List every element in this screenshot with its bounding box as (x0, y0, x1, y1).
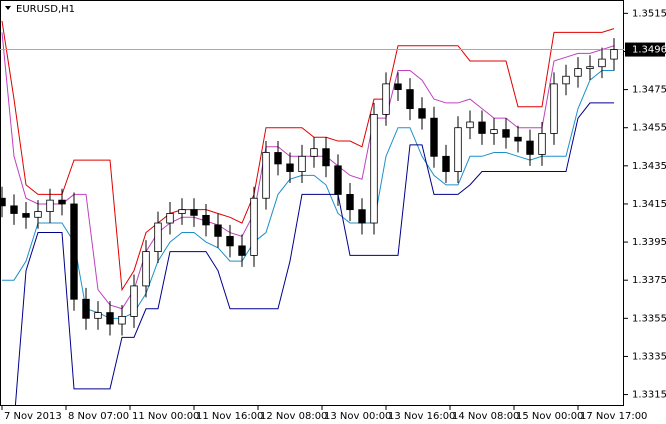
candle-body (118, 316, 126, 325)
candle-body (94, 312, 102, 319)
candle-body (214, 224, 222, 237)
candle-body (262, 152, 270, 199)
candle-body (598, 58, 606, 68)
candle-body (190, 209, 198, 216)
y-tick-label: 1.3355 (632, 313, 666, 324)
candle-body (418, 108, 426, 119)
candle-body (226, 235, 234, 247)
y-tick-label: 1.3515 (632, 8, 666, 19)
candle-body (550, 83, 558, 134)
channel-line (2, 70, 614, 319)
y-tick-label: 1.3315 (632, 390, 666, 401)
y-tick-label: 1.3395 (632, 237, 666, 248)
candle-body (154, 222, 162, 253)
x-tick-label: 14 Nov 08:00 (452, 411, 519, 422)
candle-body (286, 163, 294, 172)
candle-body (334, 165, 342, 195)
x-tick-label: 12 Nov 08:00 (260, 411, 327, 422)
x-tick-label: 13 Nov 16:00 (388, 411, 455, 422)
candle-body (466, 121, 474, 129)
current-price-label: 1.3496 (632, 45, 666, 56)
candle-body (454, 127, 462, 172)
candle-body (574, 68, 582, 77)
candle-body (394, 83, 402, 90)
y-tick-label: 1.3415 (632, 199, 666, 210)
candle-body (346, 194, 354, 211)
candle-body (202, 214, 210, 226)
axes: 1.35151.34951.34751.34551.34351.34151.33… (1, 8, 666, 422)
x-tick-label: 17 Nov 17:00 (580, 411, 647, 422)
candle-body (610, 49, 618, 60)
candle-body (106, 312, 114, 325)
candle-body (130, 285, 138, 317)
candle-body (178, 209, 186, 214)
candle-body (34, 211, 42, 218)
channel-line (1, 20, 615, 292)
candle-body (166, 213, 174, 224)
y-tick-label: 1.3475 (632, 85, 666, 96)
candle-body (82, 298, 90, 319)
candle-body (46, 199, 54, 212)
candle-body (586, 66, 594, 70)
candle-body (298, 155, 306, 172)
candle-body (322, 148, 330, 167)
y-tick-label: 1.3335 (632, 351, 666, 362)
x-tick-label: 7 Nov 2013 (4, 411, 62, 422)
candle-body (526, 140, 534, 155)
candle-body (58, 199, 66, 205)
candle-body (478, 121, 486, 134)
candle-body (310, 148, 318, 157)
candle-body (514, 136, 522, 142)
chart-title: EURUSD,H1 (16, 4, 75, 15)
candle-body (490, 129, 498, 134)
candle-body (70, 203, 78, 300)
candle-body (382, 83, 390, 115)
symbol-arrow (5, 6, 11, 10)
current-price-box (625, 42, 665, 57)
channel-line (1, 32, 615, 310)
plot-frame (0, 0, 624, 406)
x-tick-label: 13 Nov 00:00 (324, 411, 391, 422)
candle-body (0, 197, 6, 207)
candle-body (142, 251, 150, 287)
candle-body (358, 209, 366, 224)
x-tick-label: 11 Nov 00:00 (132, 411, 199, 422)
candle-body (22, 213, 30, 218)
plot-area (0, 20, 624, 406)
candle-body (10, 205, 18, 214)
y-tick-label: 1.3375 (632, 275, 666, 286)
candle-body (442, 155, 450, 172)
candle-body (562, 75, 570, 85)
y-tick-label: 1.3455 (632, 123, 666, 134)
candle-body (430, 117, 438, 157)
candle-body (370, 113, 378, 224)
x-tick-label: 15 Nov 00:00 (516, 411, 583, 422)
candle-body (238, 245, 246, 256)
x-tick-label: 11 Nov 16:00 (196, 411, 263, 422)
candle-body (538, 133, 546, 155)
candle-body (502, 129, 510, 138)
x-tick-label: 8 Nov 07:00 (68, 411, 129, 422)
candle-body (406, 89, 414, 110)
candle-body (274, 152, 282, 165)
candle-body (250, 197, 258, 256)
channel-line (14, 102, 614, 406)
y-tick-label: 1.3435 (632, 161, 666, 172)
